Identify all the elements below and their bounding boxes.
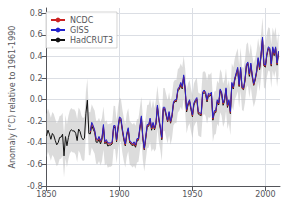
svg-text:0.6: 0.6 (30, 30, 43, 39)
svg-text:0.0: 0.0 (30, 95, 43, 104)
svg-text:-0.2: -0.2 (27, 117, 43, 126)
svg-text:0.4: 0.4 (30, 52, 43, 61)
svg-text:0.2: 0.2 (30, 74, 43, 83)
svg-text:NCDC: NCDC (70, 16, 94, 25)
svg-text:Anomaly (°C) relative to 1961-: Anomaly (°C) relative to 1961-1990 (8, 26, 17, 169)
svg-text:0.8: 0.8 (30, 9, 43, 18)
svg-text:2000: 2000 (255, 190, 275, 199)
svg-text:HadCRUT3: HadCRUT3 (70, 36, 113, 45)
svg-text:1900: 1900 (109, 190, 129, 199)
svg-text:-0.8: -0.8 (26, 181, 43, 191)
svg-text:-0.4: -0.4 (27, 138, 43, 147)
svg-text:1950: 1950 (182, 190, 202, 199)
svg-text:1850: 1850 (36, 190, 56, 199)
svg-text:GISS: GISS (70, 26, 89, 35)
svg-text:-0.6: -0.6 (27, 160, 43, 169)
